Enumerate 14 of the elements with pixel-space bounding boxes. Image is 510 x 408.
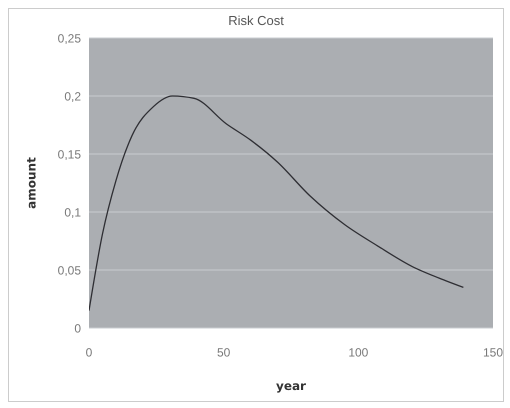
x-tick-label: 50 <box>216 346 231 360</box>
y-tick-label: 0,25 <box>58 31 82 46</box>
y-tick-label: 0,1 <box>64 205 82 220</box>
chart-title: Risk Cost <box>227 13 285 28</box>
y-tick-label: 0,2 <box>64 89 82 104</box>
x-tick-label: 0 <box>86 346 93 360</box>
x-tick-label: 150 <box>482 346 504 360</box>
x-axis-title: year <box>276 379 306 393</box>
y-tick-label: 0,15 <box>58 147 82 162</box>
y-tick-label: 0,05 <box>58 263 82 278</box>
y-axis-title: amount <box>24 156 38 209</box>
line-series <box>89 95 464 312</box>
y-tick-label: 0 <box>74 321 82 336</box>
x-tick-label: 100 <box>348 346 369 360</box>
